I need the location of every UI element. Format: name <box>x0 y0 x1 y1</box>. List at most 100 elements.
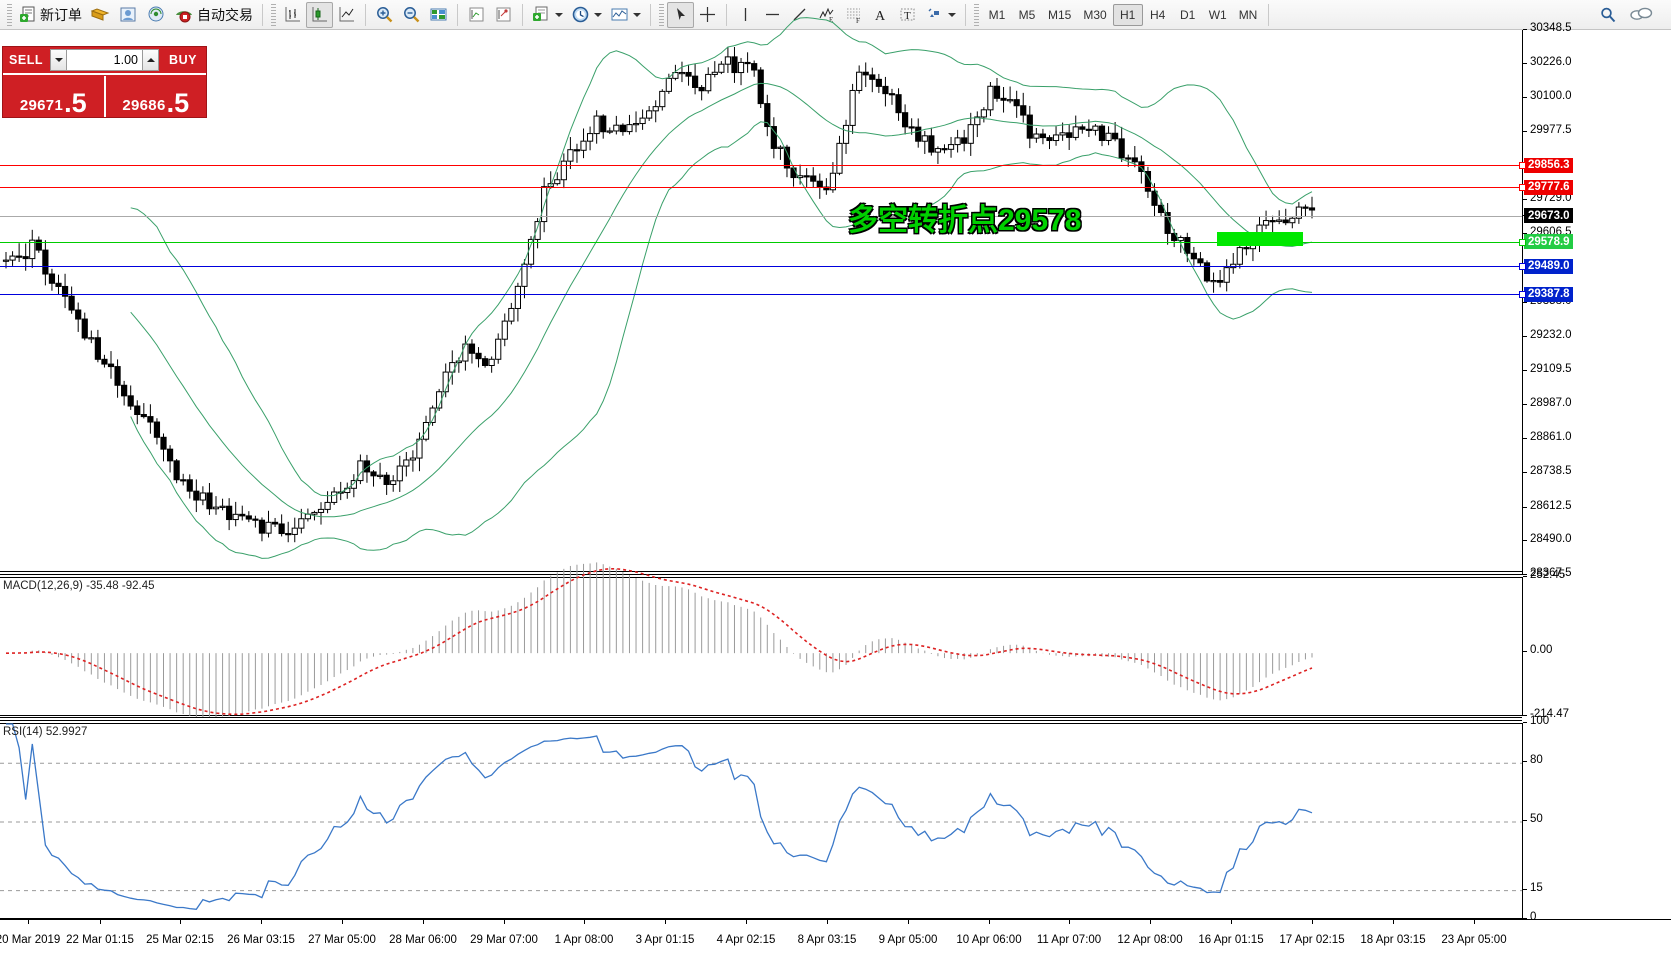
timeframe-m15[interactable]: M15 <box>1048 7 1072 22</box>
price-label-level-green[interactable]: 29578.9 <box>1524 234 1573 250</box>
time-tick-label: 20 Mar 2019 <box>0 934 61 946</box>
candlestick-chart-button[interactable] <box>306 1 333 28</box>
bar-chart-button[interactable] <box>279 2 306 28</box>
profile-button[interactable] <box>114 2 142 28</box>
crosshair-button[interactable] <box>694 2 721 28</box>
toolbar-grip[interactable] <box>7 3 12 26</box>
zoom-out-button[interactable] <box>398 2 425 28</box>
price-scale[interactable]: 30348.5 30226.0 30100.0 29977.5 29729.0 29606… <box>1522 22 1671 579</box>
indicators-button[interactable] <box>606 2 645 28</box>
level-line-handle[interactable] <box>1519 184 1526 192</box>
rsi-scale[interactable]: 100 80 50 15 0 <box>1522 715 1671 923</box>
rsi-pane[interactable]: RSI(14) 52.9927 <box>0 723 1522 919</box>
elliott-wave-button[interactable]: E <box>813 2 840 28</box>
pane-splitter-macd[interactable] <box>0 571 1522 575</box>
buy-button[interactable]: 29686 .5 <box>106 75 207 117</box>
time-tick-label: 8 Apr 03:15 <box>797 934 857 946</box>
toolbar-separator-6 <box>726 3 727 26</box>
chart-tools-grip[interactable] <box>271 3 276 26</box>
timeframe-m5[interactable]: M5 <box>1018 7 1036 22</box>
template-button[interactable] <box>528 2 567 28</box>
period-caret-icon[interactable] <box>594 12 602 17</box>
price-label-level-blue[interactable]: 29489.0 <box>1524 258 1573 274</box>
grid-button[interactable] <box>425 2 452 28</box>
trendline-button[interactable] <box>786 2 813 28</box>
volume-decrease-button[interactable] <box>50 49 67 71</box>
time-axis[interactable]: 20 Mar 2019 22 Mar 01:15 25 Mar 02:15 26 Ma… <box>0 919 1671 955</box>
auto-trading-button[interactable]: 自动交易 <box>170 2 257 28</box>
indicators-icon <box>611 8 628 21</box>
cursor-button[interactable] <box>667 1 694 28</box>
level-line-handle[interactable] <box>1519 291 1526 299</box>
price-label-level-blue[interactable]: 29387.8 <box>1524 286 1573 302</box>
macd-label: MACD(12,26,9) -35.48 -92.45 <box>3 580 155 592</box>
time-tick-label: 11 Apr 07:00 <box>1036 934 1102 946</box>
level-line[interactable] <box>0 165 1522 167</box>
search-button[interactable] <box>1599 6 1617 24</box>
price-pane[interactable] <box>0 17 1522 575</box>
macd-tick-label: -214.47 <box>1530 708 1570 720</box>
volume-increase-button[interactable] <box>142 49 159 71</box>
zoom-in-button[interactable] <box>371 2 398 28</box>
chart-annotation-text[interactable]: 多空转折点29578 <box>848 204 1082 237</box>
label-icon: T <box>900 8 915 22</box>
draw-tools-grip[interactable] <box>659 3 664 26</box>
buy-label[interactable]: BUY <box>160 47 206 73</box>
level-line[interactable] <box>0 266 1522 268</box>
time-tick <box>584 920 585 924</box>
time-tick <box>989 920 990 924</box>
timeframe-h1[interactable]: H1 <box>1112 3 1143 26</box>
toolbar-separator-2 <box>365 3 366 26</box>
timeframe-w1[interactable]: W1 <box>1208 7 1227 22</box>
macd-scale[interactable]: 252.45 0.00 -214.47 <box>1522 569 1671 720</box>
macd-pane[interactable]: MACD(12,26,9) -35.48 -92.45 <box>0 562 1522 718</box>
price-label-last-price[interactable]: 29673.0 <box>1524 208 1573 224</box>
new-order-button[interactable]: 新订单 <box>15 2 86 28</box>
level-line[interactable] <box>0 187 1522 189</box>
pane-splitter-rsi[interactable] <box>0 717 1522 721</box>
level-line-handle[interactable] <box>1519 238 1526 246</box>
template-caret-icon[interactable] <box>555 12 563 17</box>
auto-trading-icon <box>176 10 192 22</box>
object-list-button[interactable] <box>490 2 517 28</box>
shapes-button[interactable] <box>921 2 960 28</box>
label-button[interactable]: T <box>894 2 921 28</box>
time-tick-label: 3 Apr 01:15 <box>635 934 695 946</box>
volume-input[interactable]: 1.00 <box>67 49 142 71</box>
level-line-handle[interactable] <box>1519 263 1526 271</box>
period-button[interactable] <box>567 2 606 28</box>
text-icon: A <box>875 9 886 24</box>
price-label-level-red[interactable]: 29856.3 <box>1524 157 1573 173</box>
highlight-rectangle[interactable] <box>1217 232 1303 246</box>
vline-button[interactable] <box>732 2 759 28</box>
price-label-level-red[interactable]: 29777.6 <box>1524 179 1573 195</box>
volume-stepper[interactable]: 1.00 <box>50 49 159 71</box>
timeframe-h4[interactable]: H4 <box>1150 7 1166 22</box>
timeframe-d1[interactable]: D1 <box>1180 7 1196 22</box>
signal-button[interactable] <box>142 2 170 28</box>
timeframe-m30[interactable]: M30 <box>1083 7 1107 22</box>
indicators-caret-icon[interactable] <box>633 12 641 17</box>
fibonacci-button[interactable]: F <box>840 2 867 28</box>
time-tick-label: 26 Mar 03:15 <box>227 934 295 946</box>
level-line-handle[interactable] <box>1519 162 1526 170</box>
time-tick-label: 12 Apr 08:00 <box>1117 934 1183 946</box>
time-tick-label: 23 Apr 05:00 <box>1441 934 1507 946</box>
text-button[interactable]: A <box>867 2 894 28</box>
timeframe-grip[interactable] <box>974 3 979 26</box>
timeframe-mn[interactable]: MN <box>1238 7 1258 22</box>
sell-label[interactable]: SELL <box>3 47 49 73</box>
chat-button[interactable] <box>1629 6 1653 24</box>
timeframe-m1[interactable]: M1 <box>988 7 1006 22</box>
level-line[interactable] <box>0 215 1522 217</box>
rsi-label: RSI(14) 52.9927 <box>3 726 88 738</box>
indicator-window-button[interactable] <box>463 2 490 28</box>
level-line[interactable] <box>0 241 1522 243</box>
shapes-caret-icon[interactable] <box>948 12 956 17</box>
sell-price-frac: .5 <box>64 87 87 118</box>
level-line[interactable] <box>0 294 1522 296</box>
folder-button[interactable] <box>86 2 114 28</box>
line-chart-button[interactable] <box>333 2 360 28</box>
sell-button[interactable]: 29671 .5 <box>3 75 104 117</box>
hline-button[interactable] <box>759 2 786 28</box>
